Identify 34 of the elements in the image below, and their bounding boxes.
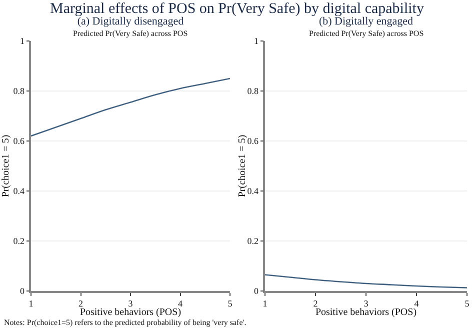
text: Marginal effects of POS on Pr(Very Safe) by digital capability <box>49 1 425 17</box>
x-tick-label: 5 <box>228 298 233 309</box>
y-tick-label: 0.4 <box>13 186 25 196</box>
y-tick-label: 0.8 <box>13 86 25 96</box>
x-tick-label: 3 <box>128 298 134 309</box>
y-tick-label: 0.4 <box>247 186 259 196</box>
y-tick-label: 1 <box>254 36 258 46</box>
x-tick-label: 1 <box>262 298 268 309</box>
line-series <box>265 274 467 288</box>
y-tick-label: 0.8 <box>247 86 259 96</box>
x-tick-label: 2 <box>313 298 318 309</box>
line-series <box>31 78 230 137</box>
x-axis-title: Positive behaviors (POS) <box>315 307 417 318</box>
chart-title: (a) Digitally disengaged <box>77 15 184 28</box>
x-tick-label: 4 <box>414 298 420 309</box>
x-tick-label: 5 <box>464 298 470 309</box>
chart-subtitle: Predicted Pr(Very Safe) across POS <box>309 29 424 38</box>
y-tick-label: 1 <box>20 36 24 46</box>
x-tick-label: 1 <box>28 298 34 309</box>
x-tick-label: 3 <box>364 298 369 309</box>
y-tick-label: 0 <box>20 286 25 296</box>
chart-subtitle: Predicted Pr(Very Safe) across POS <box>73 29 188 38</box>
x-tick-label: 2 <box>78 298 83 309</box>
chart-title: (b) Digitally engaged <box>318 15 414 28</box>
y-tick-label: 0 <box>254 286 259 296</box>
x-tick-label: 4 <box>178 298 183 309</box>
y-axis-title: Pr(choice1 = 5) <box>0 134 12 198</box>
x-axis-title: Positive behaviors (POS) <box>80 307 182 318</box>
y-axis-title: Pr(choice1 = 5) <box>237 134 248 198</box>
text: Notes: Pr(choice1=5) refers to the predicted probability of being 'very safe'. <box>4 318 246 327</box>
y-tick-label: 0.6 <box>247 136 259 146</box>
y-tick-label: 0.2 <box>13 236 24 246</box>
y-tick-label: 0.2 <box>247 236 258 246</box>
y-tick-label: 0.6 <box>13 136 25 146</box>
